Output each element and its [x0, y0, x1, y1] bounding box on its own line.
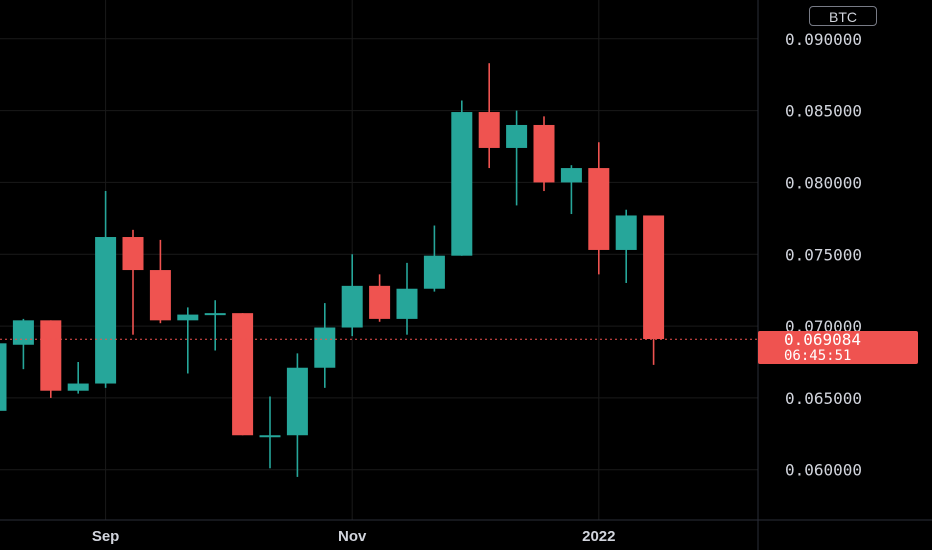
- candle-body: [40, 320, 62, 391]
- candle-body: [177, 314, 199, 321]
- x-tick-label: 2022: [582, 528, 615, 545]
- candle-body: [451, 112, 473, 256]
- candle-body: [341, 285, 363, 328]
- x-tick-label: Nov: [338, 528, 367, 545]
- y-tick-label: 0.090000: [785, 30, 862, 49]
- candle-body: [232, 313, 254, 436]
- candle-body: [506, 124, 528, 148]
- candle-body: [12, 320, 34, 345]
- candle-body: [286, 367, 308, 436]
- candle-body: [122, 237, 144, 271]
- candle-body: [0, 343, 7, 411]
- candle-body: [643, 215, 665, 340]
- candle-body: [560, 168, 582, 183]
- candle-body: [533, 124, 555, 183]
- y-tick-label: 0.060000: [785, 461, 862, 480]
- currency-badge[interactable]: BTC: [809, 6, 877, 26]
- y-tick-label: 0.085000: [785, 102, 862, 121]
- candle-body: [478, 112, 500, 148]
- candle-body: [67, 383, 89, 391]
- last-price-tag: 0.069084 06:45:51: [758, 330, 918, 365]
- candle-body: [314, 327, 336, 368]
- y-tick-label: 0.075000: [785, 245, 862, 264]
- candle-body: [95, 237, 117, 384]
- candle-body: [423, 255, 445, 289]
- y-tick-label: 0.080000: [785, 173, 862, 192]
- candle-body: [396, 288, 418, 319]
- candle-body: [204, 313, 226, 316]
- last-price-label: 0.069084: [784, 330, 862, 350]
- x-tick-label: Sep: [92, 528, 120, 545]
- candle-body: [615, 215, 637, 250]
- y-tick-label: 0.065000: [785, 389, 862, 408]
- candle-body: [588, 168, 610, 250]
- candle-body: [149, 270, 171, 321]
- candle-body: [259, 435, 281, 438]
- bar-countdown: 06:45:51: [784, 348, 852, 365]
- candle-body: [369, 285, 391, 319]
